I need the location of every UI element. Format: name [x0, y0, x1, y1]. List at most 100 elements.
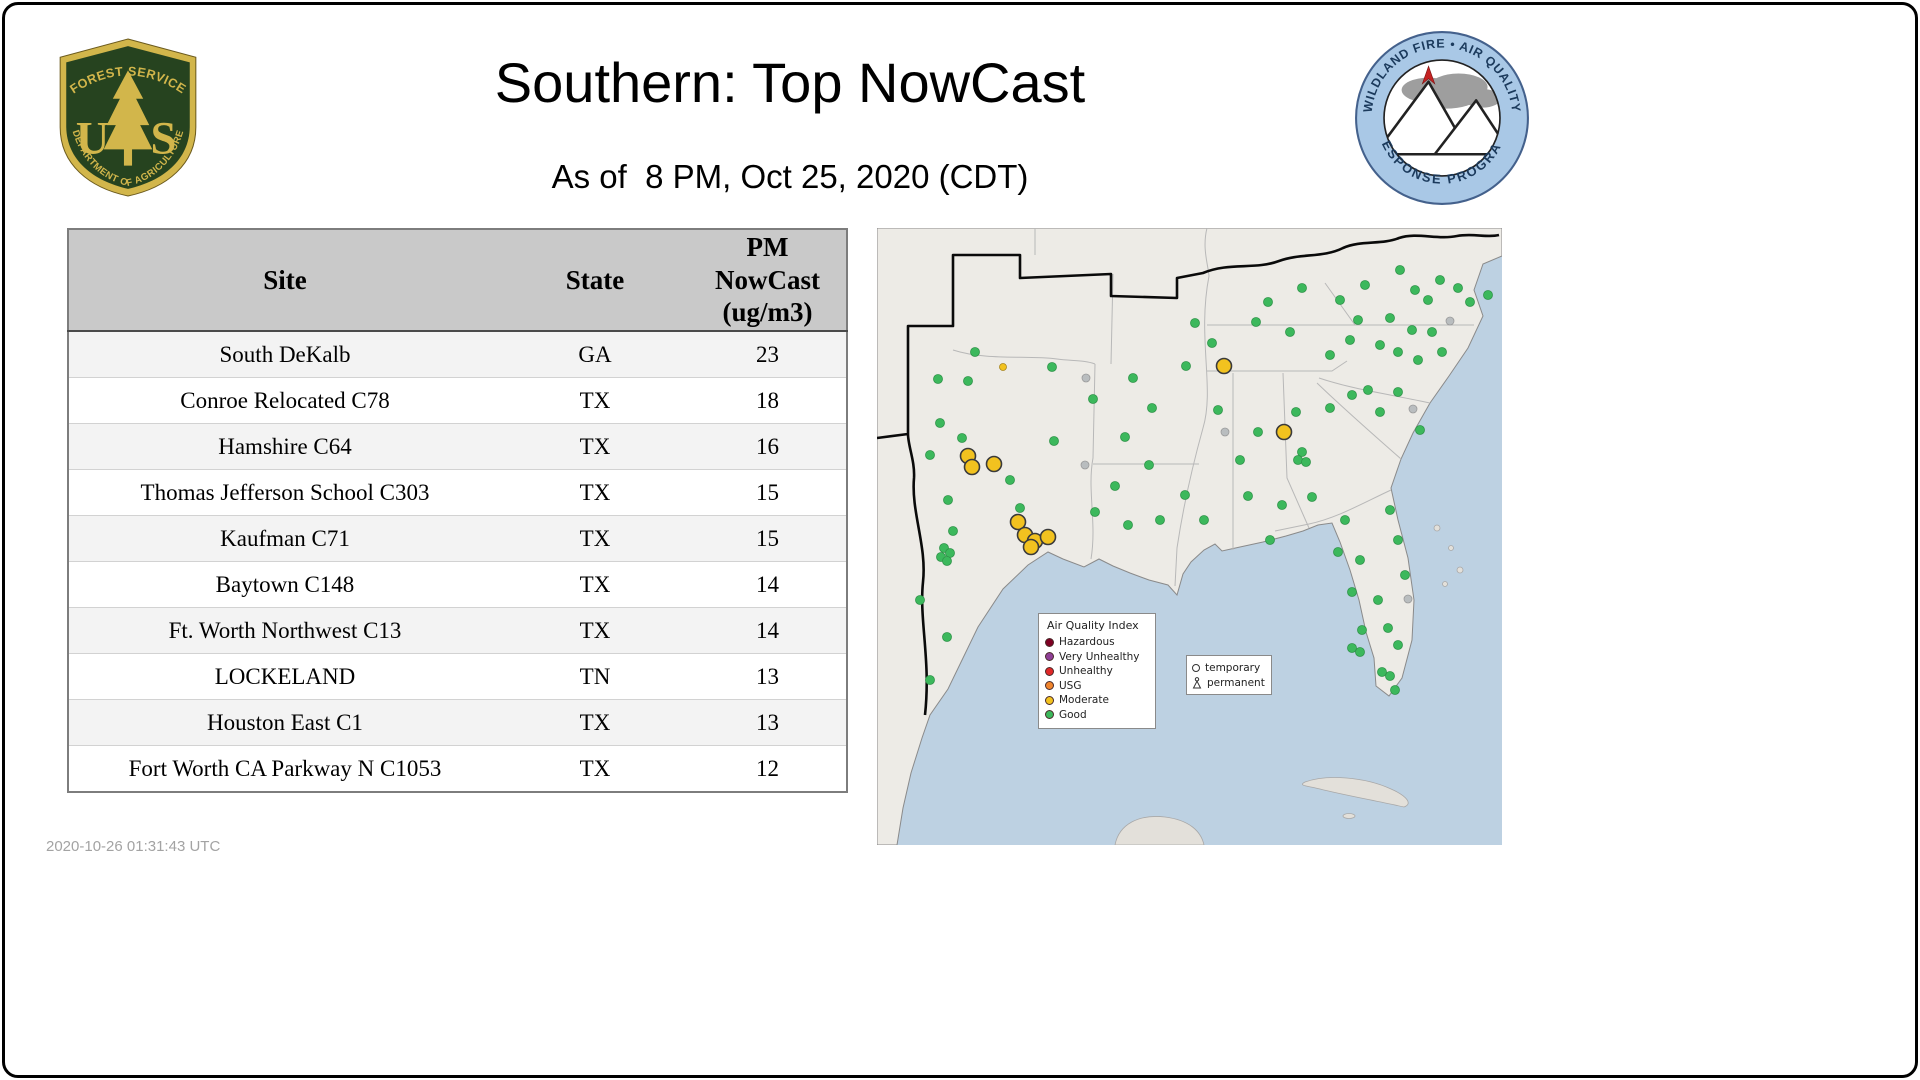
aqi-legend-item: USG [1045, 679, 1149, 694]
monitor-marker-moderate [1009, 513, 1027, 531]
monitor-marker-good [1005, 475, 1015, 485]
monitor-marker-good [1393, 640, 1403, 650]
site-cell: Fort Worth CA Parkway N C1053 [68, 745, 501, 792]
monitor-marker-good [1347, 390, 1357, 400]
aqi-legend-label: USG [1059, 679, 1082, 692]
table-body: South DeKalb GA 23 Conroe Relocated C78 TX 18… [68, 330, 847, 792]
monitor-marker-good [1243, 491, 1253, 501]
table-row: Ft. Worth Northwest C13 TX 14 [68, 607, 847, 654]
aqi-color-swatch-icon [1045, 637, 1054, 647]
monitor-marker-good [1181, 361, 1191, 371]
monitor-marker-good [1375, 407, 1385, 417]
site-cell: Thomas Jefferson School C303 [68, 469, 501, 516]
site-cell: South DeKalb [68, 330, 501, 378]
site-cell: Kaufman C71 [68, 515, 501, 562]
monitor-marker-good [1297, 283, 1307, 293]
state-cell: TX [501, 607, 689, 654]
monitor-marker-inactive [1081, 373, 1091, 383]
monitor-marker-good [1147, 403, 1157, 413]
monitor-marker-good [1363, 385, 1373, 395]
column-header: Site [68, 229, 501, 332]
site-cell: Ft. Worth Northwest C13 [68, 607, 501, 654]
aqi-legend-item: Very Unhealthy [1045, 650, 1149, 665]
monitor-marker-good [1090, 507, 1100, 517]
monitor-marker-good [1325, 403, 1335, 413]
monitor-marker-good [1301, 457, 1311, 467]
monitor-marker-good [942, 632, 952, 642]
monitor-marker-good [1265, 535, 1275, 545]
region-boundary [877, 233, 1500, 716]
monitor-marker-good [957, 433, 967, 443]
monitor-marker-good [1088, 394, 1098, 404]
monitor-marker-good [1253, 427, 1263, 437]
monitor-marker-good [1465, 297, 1475, 307]
smoke-plume-icon [1401, 73, 1500, 109]
pm-cell: 12 [689, 745, 847, 792]
site-cell: Houston East C1 [68, 699, 501, 746]
state-cell: TX [501, 423, 689, 470]
monitor-marker-good [942, 556, 952, 566]
aqi-color-swatch-icon [1045, 695, 1054, 705]
aqi-legend-items: Hazardous Very Unhealthy Unhealthy USG Moder… [1045, 635, 1149, 722]
column-header: State [501, 229, 689, 332]
monitor-marker-good [1325, 350, 1335, 360]
nowcast-table: Site State PM NowCast (ug/m3) South DeKalb… [67, 228, 848, 793]
state-cell: TX [501, 699, 689, 746]
pm-cell: 23 [689, 330, 847, 378]
table-row: Hamshire C64 TX 16 [68, 423, 847, 470]
pine-tree-icon [103, 70, 153, 166]
state-cell: TX [501, 515, 689, 562]
monitor-marker-inactive [1080, 460, 1090, 470]
monitor-markers [915, 265, 1493, 695]
monitor-marker-good [1393, 387, 1403, 397]
monitor-marker-good [1410, 285, 1420, 295]
pm-cell: 13 [689, 653, 847, 700]
table-row: Houston East C1 TX 13 [68, 699, 847, 746]
aqi-legend-label: Moderate [1059, 694, 1109, 707]
monitor-marker-good [1291, 407, 1301, 417]
aqi-color-swatch-icon [1045, 652, 1054, 662]
state-cell: TX [501, 469, 689, 516]
monitor-marker-good [1385, 671, 1395, 681]
monitor-marker-good [1355, 555, 1365, 565]
monitor-marker-good [1353, 315, 1363, 325]
aqi-color-swatch-icon [1045, 710, 1054, 720]
pm-cell: 13 [689, 699, 847, 746]
monitor-marker-good [1335, 295, 1345, 305]
monitor-marker-good [1190, 318, 1200, 328]
monitor-marker-good [1393, 347, 1403, 357]
monitor-marker-good [915, 595, 925, 605]
table-header-row: Site State PM NowCast (ug/m3) [68, 229, 847, 332]
page-title: Southern: Top NowCast [494, 51, 1086, 114]
monitor-marker-moderate [1215, 357, 1233, 375]
monitor-marker-good [1285, 327, 1295, 337]
page-subtitle: As of 8 PM, Oct 25, 2020 (CDT) [551, 158, 1029, 195]
state-borders [952, 228, 1474, 587]
usfs-monogram-u: U [76, 113, 110, 164]
monitor-marker-good [1251, 317, 1261, 327]
monitor-marker-good [1375, 340, 1385, 350]
aqi-legend-label: Hazardous [1059, 636, 1115, 649]
table-row: Baytown C148 TX 14 [68, 561, 847, 608]
monitor-marker-good [1400, 570, 1410, 580]
table-row: Fort Worth CA Parkway N C1053 TX 12 [68, 745, 847, 792]
state-cell: TX [501, 745, 689, 792]
monitor-marker-moderate [985, 455, 1003, 473]
circle-marker-icon [1192, 663, 1200, 672]
monitor-marker-good [1263, 297, 1273, 307]
monitor-marker-good [1435, 275, 1445, 285]
monitor-marker-moderate [999, 363, 1007, 371]
pm-cell: 14 [689, 607, 847, 654]
marker-legend-label: permanent [1207, 676, 1265, 689]
monitor-marker-good [1407, 325, 1417, 335]
usfs-monogram-s: S [150, 113, 176, 164]
monitor-marker-good [1307, 492, 1317, 502]
monitor-marker-good [1377, 667, 1387, 677]
pm-cell: 18 [689, 377, 847, 424]
monitor-marker-good [1383, 623, 1393, 633]
monitor-marker-good [1180, 490, 1190, 500]
usfs-logo: FOREST SERVICE U S DEPARTMENT OF AGRICUL… [52, 36, 204, 203]
state-cell: GA [501, 330, 689, 378]
monitor-marker-moderate [1275, 423, 1293, 441]
monitor-marker-good [1128, 373, 1138, 383]
